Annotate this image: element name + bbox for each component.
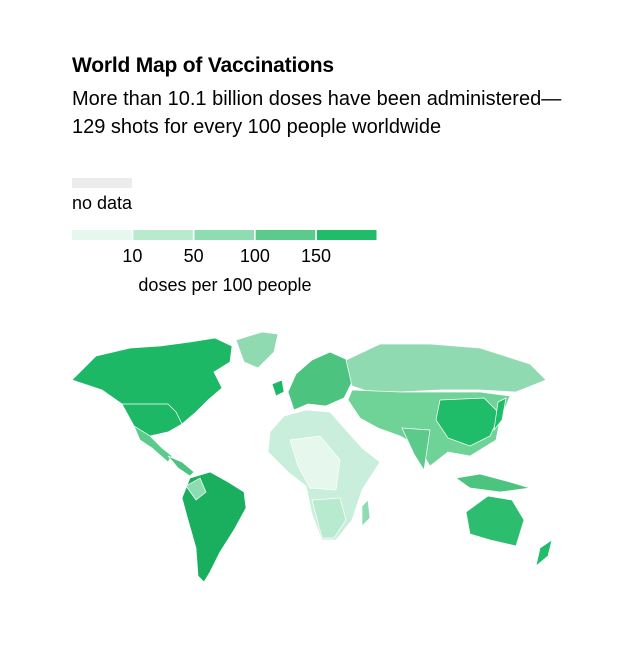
central-america	[167, 455, 195, 477]
indonesia	[455, 473, 531, 493]
no-data-label: no data	[72, 193, 133, 213]
no-data-swatch	[72, 178, 132, 188]
legend-tick-label: 50	[184, 246, 204, 266]
legend-tick-label: 150	[301, 246, 331, 266]
japan	[493, 397, 507, 432]
legend-swatch	[72, 230, 132, 240]
usa	[121, 403, 183, 437]
mexico	[133, 425, 173, 463]
south-america	[181, 471, 247, 583]
world-map	[71, 331, 553, 583]
legend-swatch	[194, 230, 255, 240]
greenland	[235, 331, 279, 369]
new-zealand	[535, 539, 553, 567]
central-africa	[289, 435, 341, 491]
legend-swatch	[316, 230, 377, 240]
southern-africa	[311, 497, 347, 539]
uk	[271, 379, 285, 397]
legend-swatch	[255, 230, 316, 240]
china	[435, 397, 501, 447]
south-america-north	[185, 477, 207, 501]
legend-tick-label: 10	[122, 246, 142, 266]
europe	[287, 351, 353, 411]
legend-swatch	[133, 230, 193, 240]
legend-unit: doses per 100 people	[138, 275, 311, 295]
subtitle: More than 10.1 billion doses have been a…	[72, 88, 562, 138]
madagascar	[361, 499, 371, 527]
legend: doses per 100 people 10 50 100 150	[72, 230, 377, 295]
title: World Map of Vaccinations	[72, 54, 334, 77]
legend-tick-label: 100	[240, 246, 270, 266]
russia	[345, 343, 547, 393]
india	[401, 427, 431, 471]
australia	[465, 495, 525, 547]
